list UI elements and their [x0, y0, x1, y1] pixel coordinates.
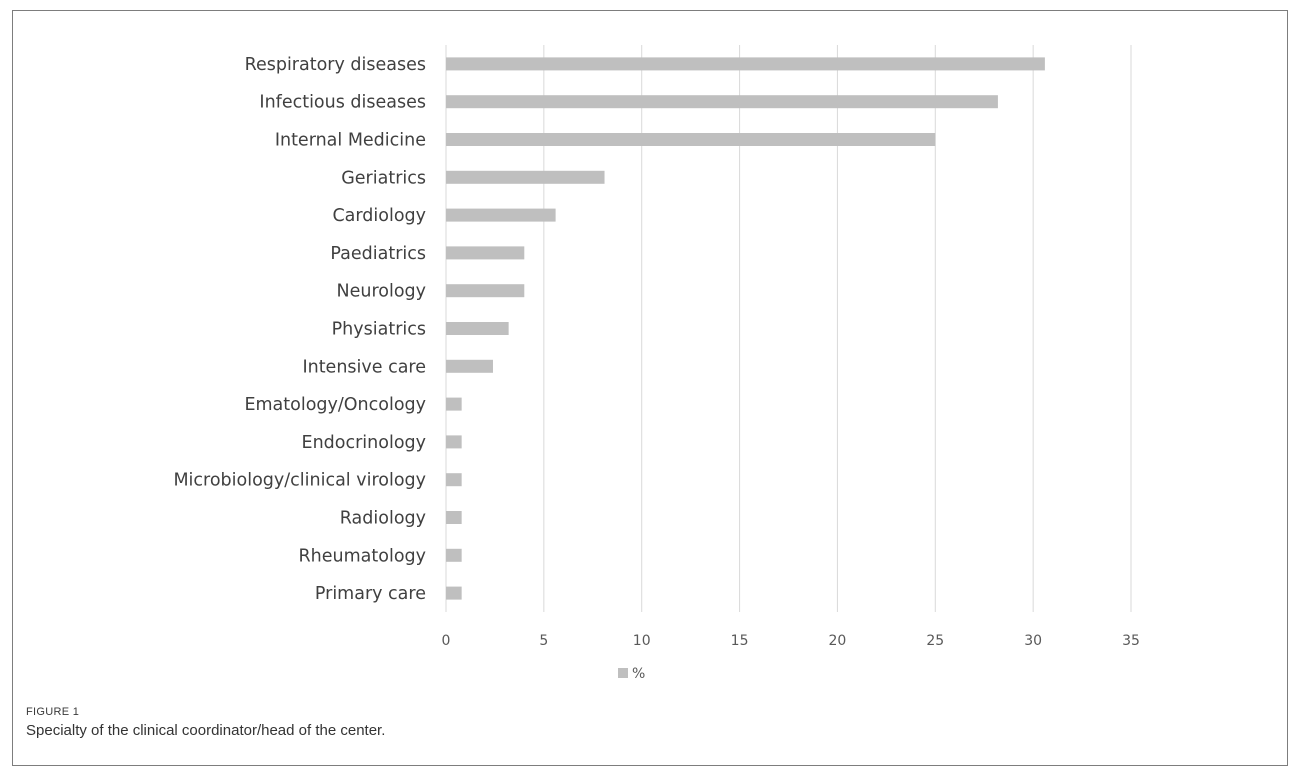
category-label: Respiratory diseases: [245, 55, 426, 75]
bar: [446, 322, 509, 335]
x-tick-label: 5: [539, 633, 548, 649]
category-label: Neurology: [337, 282, 427, 302]
category-label: Intensive care: [302, 357, 426, 377]
category-label: Infectious diseases: [259, 93, 426, 113]
figure-label: FIGURE 1: [26, 706, 80, 718]
category-label: Paediatrics: [330, 244, 426, 264]
legend-label: %: [632, 666, 645, 682]
x-tick-label: 25: [926, 633, 944, 649]
category-label: Geriatrics: [341, 168, 426, 188]
legend-swatch: [618, 668, 628, 678]
category-label: Primary care: [315, 584, 426, 604]
bars: [446, 57, 1045, 600]
bar: [446, 511, 462, 524]
category-label: Endocrinology: [302, 433, 426, 453]
x-tick-label: 15: [731, 633, 749, 649]
bar: [446, 548, 462, 562]
bar: [446, 95, 998, 109]
grid-lines: [445, 45, 1132, 612]
x-tick-label: 10: [633, 633, 651, 649]
bar-chart: Respiratory diseases Infectious diseases I…: [173, 45, 1140, 682]
x-tick-label: 35: [1122, 633, 1140, 649]
caption-text: Specialty of the clinical coordinator/he…: [26, 722, 386, 739]
category-label: Physiatrics: [332, 320, 426, 340]
bar: [446, 397, 462, 411]
bar: [446, 284, 525, 298]
category-label: Ematology/Oncology: [244, 395, 426, 415]
category-label: Radiology: [340, 509, 426, 529]
bar: [446, 57, 1045, 71]
category-label: Cardiology: [332, 206, 426, 226]
x-tick-label: 0: [442, 633, 451, 649]
x-tick-labels: 0 5 10 15 20 25 30 35: [442, 633, 1140, 649]
figure-caption: FIGURE 1 Specialty of the clinical coord…: [26, 706, 385, 739]
category-label: Internal Medicine: [275, 131, 426, 151]
x-tick-label: 30: [1024, 633, 1042, 649]
category-labels: Respiratory diseases Infectious diseases I…: [173, 55, 426, 604]
bar: [446, 170, 605, 184]
bar: [446, 359, 493, 373]
bar: [446, 586, 462, 600]
category-label: Rheumatology: [299, 546, 426, 566]
bar: [446, 246, 525, 260]
bar: [446, 435, 462, 449]
legend: %: [618, 666, 645, 682]
bar: [446, 133, 936, 146]
bar: [446, 473, 462, 487]
category-label: Microbiology/clinical virology: [173, 471, 426, 491]
bar: [446, 208, 556, 222]
x-tick-label: 20: [829, 633, 847, 649]
